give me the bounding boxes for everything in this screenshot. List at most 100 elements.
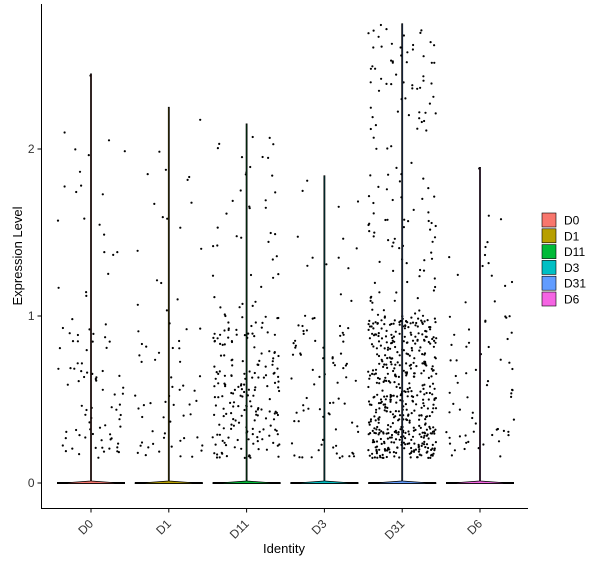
data-point bbox=[235, 235, 238, 238]
data-point bbox=[233, 388, 236, 391]
data-point bbox=[243, 390, 246, 394]
data-point bbox=[223, 313, 226, 316]
data-point bbox=[368, 319, 371, 322]
data-point bbox=[118, 403, 121, 406]
data-point bbox=[260, 352, 263, 355]
data-point bbox=[199, 327, 202, 330]
data-point bbox=[276, 413, 279, 417]
data-point bbox=[410, 412, 413, 415]
data-point bbox=[409, 322, 412, 325]
data-point bbox=[97, 456, 100, 459]
data-point bbox=[216, 433, 219, 436]
data-point bbox=[423, 360, 426, 363]
data-point bbox=[407, 220, 410, 223]
data-point bbox=[273, 381, 277, 384]
data-point bbox=[411, 48, 414, 51]
data-point bbox=[389, 410, 392, 413]
data-point bbox=[253, 346, 256, 349]
data-point bbox=[484, 245, 487, 249]
data-point bbox=[416, 456, 419, 459]
data-point bbox=[371, 65, 374, 68]
data-point bbox=[372, 396, 375, 399]
data-point bbox=[428, 326, 431, 329]
data-point bbox=[388, 436, 392, 439]
data-point bbox=[291, 353, 295, 356]
data-point bbox=[389, 347, 392, 350]
data-point bbox=[408, 421, 411, 424]
data-point bbox=[434, 428, 437, 431]
data-point bbox=[384, 335, 388, 338]
data-point bbox=[261, 155, 264, 159]
data-point bbox=[385, 28, 388, 31]
data-point bbox=[430, 367, 433, 370]
data-point bbox=[107, 272, 110, 275]
data-point bbox=[200, 449, 203, 452]
data-point bbox=[302, 329, 305, 333]
data-point bbox=[248, 205, 251, 208]
legend-swatch bbox=[541, 260, 557, 275]
data-point bbox=[230, 340, 234, 344]
data-point bbox=[431, 382, 435, 385]
data-point bbox=[171, 346, 174, 350]
data-point bbox=[380, 45, 383, 48]
data-point bbox=[384, 218, 387, 222]
data-point bbox=[378, 428, 381, 431]
data-point bbox=[272, 418, 276, 421]
data-point bbox=[431, 393, 434, 396]
data-point bbox=[337, 205, 340, 208]
data-point bbox=[370, 403, 373, 406]
data-point bbox=[374, 368, 378, 371]
data-point bbox=[110, 437, 113, 440]
data-point bbox=[373, 231, 376, 234]
data-point bbox=[456, 381, 459, 384]
data-point bbox=[112, 253, 115, 256]
data-point bbox=[223, 374, 226, 377]
data-point bbox=[337, 256, 340, 259]
data-point bbox=[258, 430, 261, 433]
data-point bbox=[374, 419, 377, 422]
data-point bbox=[267, 156, 270, 159]
data-point bbox=[464, 301, 467, 304]
data-point bbox=[162, 436, 166, 439]
data-point bbox=[339, 334, 342, 337]
data-point bbox=[367, 385, 370, 389]
data-point bbox=[342, 237, 345, 240]
data-point bbox=[225, 412, 228, 415]
data-point bbox=[425, 434, 428, 437]
data-point bbox=[394, 363, 397, 366]
data-point bbox=[421, 333, 424, 336]
data-point bbox=[414, 342, 417, 345]
data-point bbox=[414, 312, 417, 315]
data-point bbox=[376, 456, 379, 459]
data-point bbox=[423, 431, 426, 434]
data-point bbox=[161, 216, 164, 219]
data-point bbox=[510, 331, 513, 334]
data-point bbox=[271, 174, 274, 177]
data-point bbox=[493, 300, 496, 303]
data-point bbox=[376, 425, 379, 429]
data-point bbox=[398, 323, 401, 326]
data-point bbox=[426, 450, 429, 453]
data-point bbox=[454, 374, 457, 378]
data-point bbox=[412, 43, 415, 47]
data-point bbox=[423, 320, 426, 323]
data-point bbox=[421, 442, 424, 445]
data-point bbox=[423, 440, 426, 443]
data-point bbox=[491, 433, 494, 437]
data-point bbox=[217, 396, 220, 399]
data-point bbox=[178, 388, 181, 391]
data-point bbox=[383, 323, 386, 326]
data-point bbox=[452, 402, 455, 405]
data-point bbox=[394, 330, 397, 333]
points-layer bbox=[56, 23, 516, 484]
data-point bbox=[376, 393, 379, 396]
data-point bbox=[395, 166, 398, 169]
data-point bbox=[396, 361, 399, 364]
data-point bbox=[227, 321, 230, 324]
data-point bbox=[377, 402, 381, 405]
data-point bbox=[195, 399, 198, 402]
data-point bbox=[237, 385, 240, 388]
data-point bbox=[427, 437, 430, 440]
data-point bbox=[146, 173, 149, 176]
data-point bbox=[430, 82, 433, 85]
